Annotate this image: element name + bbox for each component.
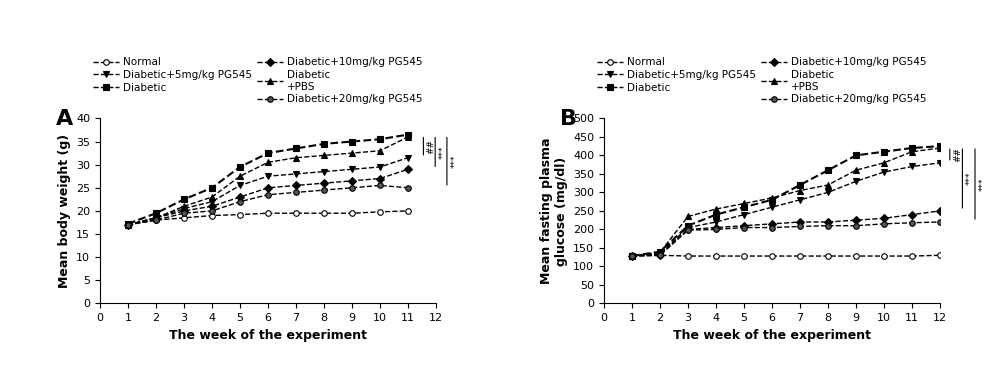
Legend: Normal, Diabetic+5mg/kg PG545, Diabetic, Diabetic+10mg/kg PG545, Diabetic
+PBS, : Normal, Diabetic+5mg/kg PG545, Diabetic,… [592, 53, 931, 108]
Text: ##: ## [427, 139, 436, 154]
X-axis label: The week of the experiment: The week of the experiment [673, 329, 871, 342]
Text: ***: *** [450, 154, 459, 168]
X-axis label: The week of the experiment: The week of the experiment [169, 329, 367, 342]
Y-axis label: Mean fasting plasma
glucose (mg/dl): Mean fasting plasma glucose (mg/dl) [540, 138, 568, 284]
Text: B: B [560, 109, 577, 129]
Text: ***: *** [966, 172, 975, 185]
Text: ***: *** [978, 177, 987, 191]
Text: ***: *** [439, 145, 448, 159]
Legend: Normal, Diabetic+5mg/kg PG545, Diabetic, Diabetic+10mg/kg PG545, Diabetic
+PBS, : Normal, Diabetic+5mg/kg PG545, Diabetic,… [88, 53, 427, 108]
Text: A: A [56, 109, 74, 129]
Text: ##: ## [953, 147, 962, 162]
Y-axis label: Mean body weight (g): Mean body weight (g) [58, 134, 71, 288]
